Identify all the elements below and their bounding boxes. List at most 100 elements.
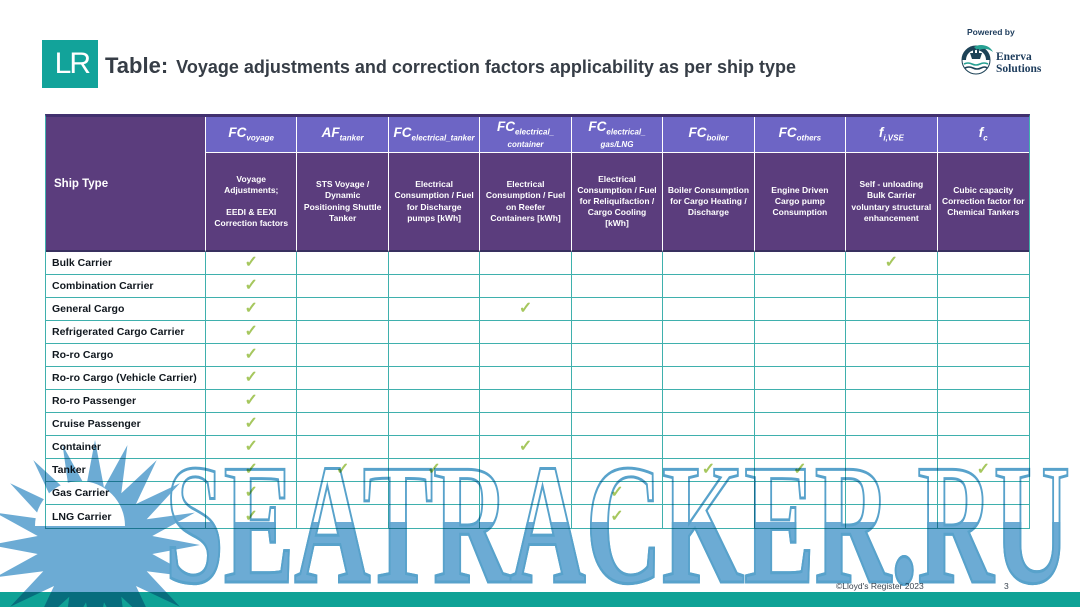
applicability-table: Ship Type FCvoyage AFtanker FCelectrical_ta…	[45, 114, 1030, 529]
check-cell	[571, 459, 664, 482]
check-cell	[297, 252, 389, 275]
column-desc-fi_vse: Self - unloading Bulk Carrier voluntary …	[846, 153, 938, 252]
check-icon: ✓	[244, 392, 258, 409]
check-cell	[571, 321, 664, 344]
column-symbol-af_tanker: AFtanker	[297, 117, 389, 153]
check-icon: ✓	[244, 415, 258, 432]
check-icon: ✓	[244, 300, 258, 317]
page-title: Table: Voyage adjustments and correction…	[105, 53, 796, 79]
column-desc-fc_others: Engine Driven Cargo pump Consumption	[754, 153, 847, 252]
check-cell	[388, 298, 481, 321]
check-cell: ✓	[206, 505, 298, 528]
title-text: Voyage adjustments and correction factor…	[176, 57, 796, 77]
enerva-solutions-logo: Enerva Solutions	[960, 43, 1041, 77]
ship-type-row-label: Ro-ro Cargo	[46, 344, 206, 367]
check-icon: ✓	[244, 507, 258, 525]
check-cell	[388, 436, 481, 459]
check-cell	[480, 344, 572, 367]
check-cell	[846, 298, 938, 321]
check-cell	[480, 413, 572, 436]
check-cell	[388, 390, 481, 413]
check-cell: ✓	[206, 482, 298, 505]
check-cell: ✓	[206, 413, 298, 436]
ship-type-header: Ship Type	[46, 117, 206, 252]
check-cell	[755, 505, 847, 528]
check-cell	[663, 413, 755, 436]
column-symbol-fc_boiler: FCboiler	[663, 117, 755, 153]
lr-logo-text: LR	[54, 47, 91, 80]
check-cell: ✓	[206, 252, 298, 275]
check-cell: ✓	[206, 321, 298, 344]
check-cell	[571, 436, 664, 459]
check-cell: ✓	[206, 459, 298, 482]
check-cell	[297, 482, 389, 505]
check-cell	[754, 390, 847, 413]
check-cell	[663, 275, 755, 298]
check-cell	[480, 321, 572, 344]
check-cell	[388, 321, 481, 344]
check-cell	[937, 436, 1029, 459]
check-cell	[663, 367, 755, 390]
column-desc-fc_cubic: Cubic capacity Correction factor for Che…	[937, 153, 1029, 252]
check-cell	[297, 367, 389, 390]
check-icon: ✓	[701, 461, 716, 478]
ship-type-row-label: General Cargo	[46, 298, 206, 321]
check-cell: ✓	[206, 367, 298, 390]
check-cell	[846, 436, 938, 459]
check-cell	[754, 275, 847, 298]
check-icon: ✓	[976, 461, 990, 478]
check-cell	[571, 390, 664, 413]
title-prefix: Table:	[105, 53, 169, 78]
check-cell	[754, 321, 847, 344]
ship-type-row-label: Tanker	[46, 459, 206, 482]
check-icon: ✓	[244, 323, 258, 340]
ship-type-row-label: Cruise Passenger	[46, 413, 206, 436]
check-cell	[846, 390, 938, 413]
ship-logo-icon	[961, 44, 993, 75]
ship-type-row-label: Container	[46, 436, 206, 459]
check-icon: ✓	[244, 484, 258, 501]
check-cell: ✓	[572, 505, 664, 528]
ship-type-row-label: Ro-ro Cargo (Vehicle Carrier)	[46, 367, 206, 390]
check-cell	[571, 252, 664, 275]
column-symbol-fc_electrical_tanker: FCelectrical_tanker	[388, 117, 481, 153]
check-cell: ✓	[937, 459, 1029, 482]
check-cell	[754, 413, 847, 436]
check-cell	[571, 275, 664, 298]
column-symbol-fc_voyage: FCvoyage	[206, 117, 298, 153]
check-cell	[388, 275, 481, 298]
check-cell	[388, 367, 481, 390]
check-cell	[480, 252, 572, 275]
check-cell	[937, 321, 1029, 344]
check-icon: ✓	[244, 369, 258, 386]
check-icon: ✓	[335, 461, 350, 478]
column-symbol-fc_cubic: fc	[937, 117, 1029, 153]
check-cell	[846, 367, 938, 390]
check-cell	[663, 321, 755, 344]
check-cell	[571, 298, 664, 321]
check-cell: ✓	[206, 344, 298, 367]
check-cell: ✓	[480, 436, 572, 459]
check-icon: ✓	[244, 277, 258, 294]
check-icon: ✓	[518, 300, 533, 317]
column-symbol-fi_vse: fi,VSE	[846, 117, 938, 153]
check-cell	[388, 482, 481, 505]
column-symbol-fc_electrical_gas_lng: FCelectrical_ gas/LNG	[571, 117, 664, 153]
check-cell	[937, 344, 1029, 367]
check-icon: ✓	[244, 346, 258, 363]
check-cell	[571, 367, 664, 390]
column-symbol-fc_electrical_container: FCelectrical_ container	[480, 117, 572, 153]
check-cell	[480, 367, 572, 390]
check-cell	[846, 413, 938, 436]
check-cell	[663, 344, 755, 367]
column-desc-fc_boiler: Boiler Consumption for Cargo Heating / D…	[663, 153, 755, 252]
check-cell: ✓	[206, 436, 298, 459]
check-cell	[937, 390, 1029, 413]
check-cell	[480, 275, 572, 298]
check-cell	[846, 344, 938, 367]
check-cell: ✓	[297, 459, 389, 482]
ship-type-row-label: Refrigerated Cargo Carrier	[46, 321, 206, 344]
bottom-accent-bar	[0, 592, 1080, 607]
check-cell: ✓	[206, 298, 298, 321]
check-icon: ✓	[427, 461, 441, 478]
